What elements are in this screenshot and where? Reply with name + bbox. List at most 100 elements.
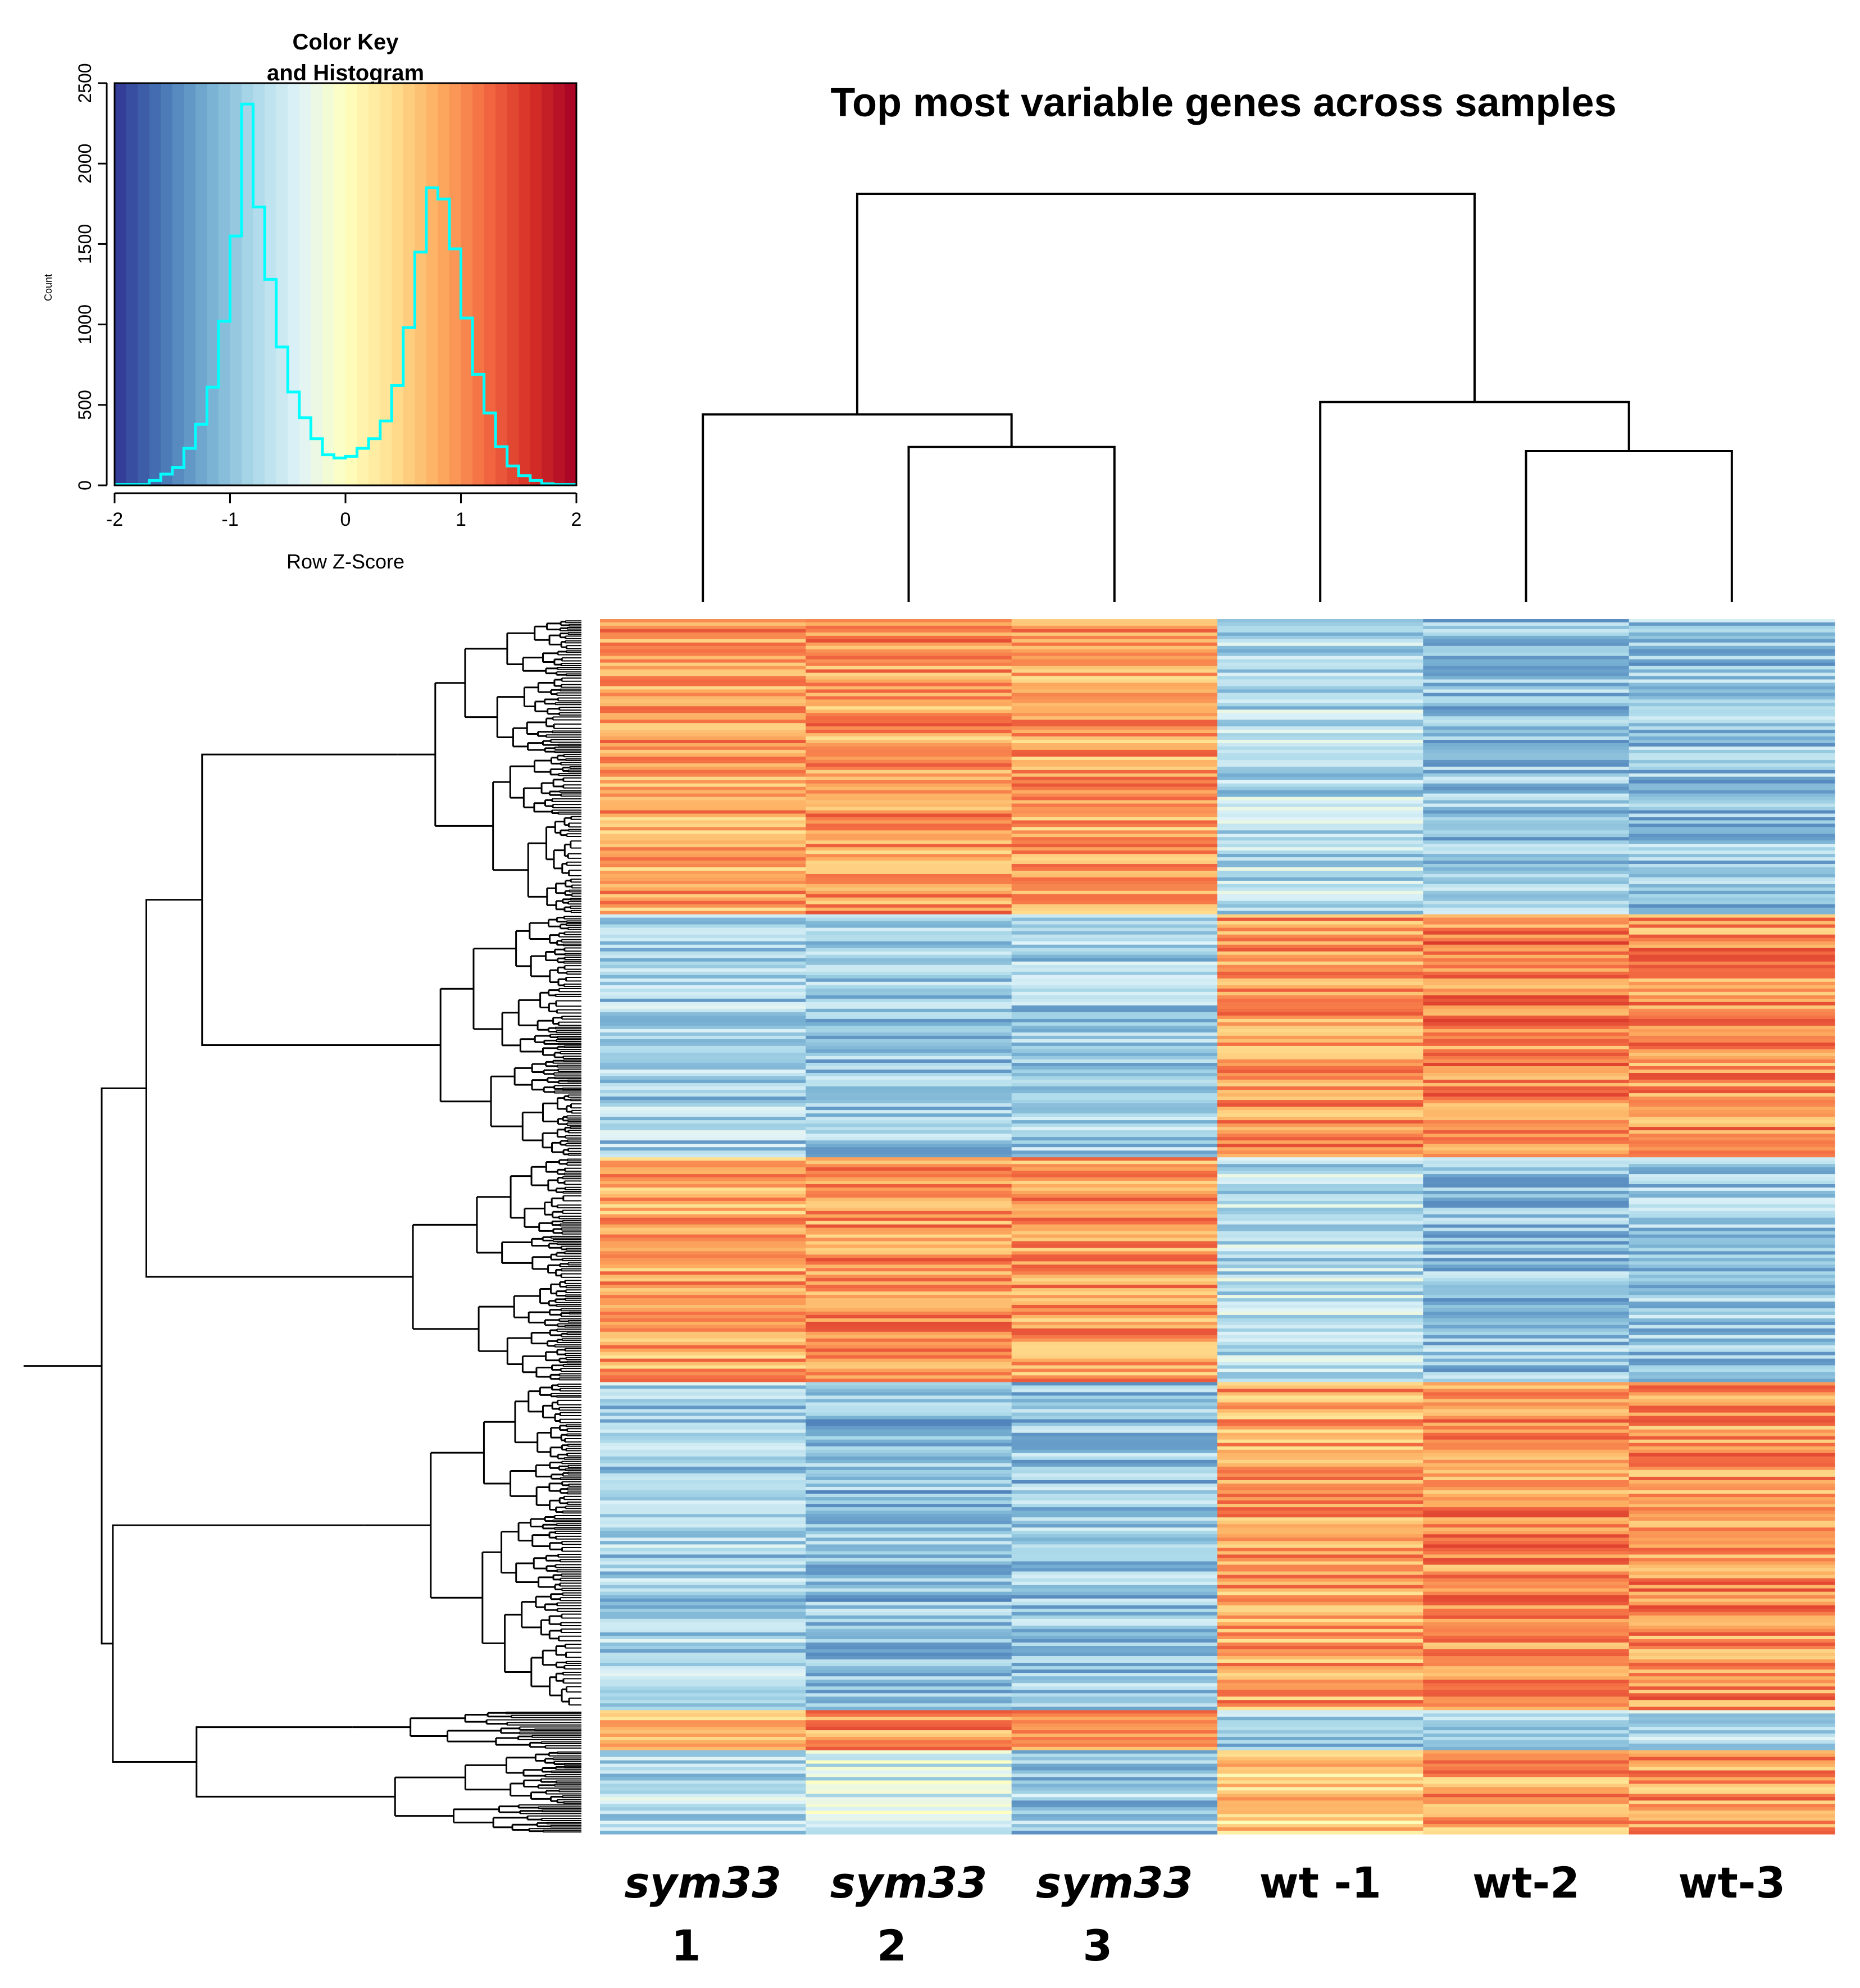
- heatmap-cell: [1217, 1588, 1424, 1593]
- heatmap-cell: [600, 1727, 806, 1731]
- heatmap-cell: [1011, 759, 1218, 764]
- heatmap-cell: [1217, 1690, 1424, 1694]
- heatmap-cell: [1629, 649, 1835, 653]
- heatmap-cell: [1011, 1817, 1218, 1821]
- heatmap-cell: [806, 1591, 1012, 1596]
- heatmap-cell: [1423, 1612, 1630, 1616]
- heatmap-cell: [806, 773, 1012, 777]
- heatmap-cell: [1629, 1548, 1835, 1552]
- heatmap-cell: [1629, 1285, 1835, 1289]
- heatmap-cell: [1217, 1605, 1424, 1609]
- heatmap-cell: [1629, 927, 1835, 932]
- row-dendrogram-branch: [521, 1596, 537, 1608]
- heatmap-cell: [1423, 1470, 1630, 1474]
- heatmap-cell: [806, 1534, 1012, 1538]
- heatmap-cell: [1011, 1059, 1218, 1063]
- heatmap-cell: [806, 1737, 1012, 1741]
- heatmap-cell: [1217, 1100, 1424, 1104]
- heatmap-cell: [1217, 1500, 1424, 1504]
- row-dendrogram-branch: [521, 1620, 542, 1635]
- heatmap-cell: [600, 941, 806, 945]
- heatmap-cell: [806, 726, 1012, 730]
- y-tick-label: 1500: [75, 224, 95, 264]
- row-dendrogram-branch: [551, 1425, 561, 1430]
- heatmap-cell: [1011, 1429, 1218, 1434]
- row-dendrogram-branch: [195, 1726, 353, 1798]
- heatmap-cell: [1217, 1039, 1424, 1043]
- row-dendrogram-branch: [465, 1719, 488, 1724]
- heatmap-cell: [1629, 1649, 1835, 1653]
- heatmap-cell: [806, 797, 1012, 801]
- heatmap-cell: [806, 747, 1012, 750]
- row-dendrogram-branch: [561, 1312, 570, 1314]
- heatmap-cell: [806, 1144, 1012, 1148]
- heatmap-cell: [1011, 1683, 1218, 1687]
- row-dendrogram-branch: [558, 984, 565, 986]
- heatmap-cell: [1423, 1211, 1630, 1215]
- heatmap-cell: [1629, 1717, 1835, 1721]
- heatmap-cell: [1217, 642, 1424, 647]
- heatmap-cell: [1423, 1275, 1630, 1279]
- row-dendrogram-branch: [545, 1065, 558, 1067]
- heatmap-cell: [1011, 1517, 1218, 1521]
- row-dendrogram-branch: [546, 1170, 559, 1175]
- heatmap-cell: [806, 988, 1012, 993]
- row-dendrogram-branch: [548, 1030, 557, 1033]
- heatmap-cell: [600, 639, 806, 643]
- heatmap-cell: [1217, 1429, 1424, 1434]
- heatmap-cell: [600, 1298, 806, 1302]
- heatmap-cell: [1011, 1602, 1218, 1606]
- row-dendrogram-branch: [538, 731, 553, 733]
- heatmap-cell: [1629, 834, 1835, 838]
- color-key-gradient: [115, 83, 577, 485]
- heatmap-cell: [600, 1305, 806, 1309]
- heatmap-cell: [600, 619, 806, 623]
- heatmap-cell: [806, 1221, 1012, 1225]
- heatmap-cell: [600, 1261, 806, 1265]
- heatmap-cell: [600, 1035, 806, 1040]
- heatmap-cell: [1629, 1541, 1835, 1545]
- heatmap-cell: [806, 1773, 1012, 1778]
- heatmap-cell: [806, 1167, 1012, 1171]
- heatmap-cell: [1423, 1439, 1630, 1444]
- heatmap-cell: [1629, 1680, 1835, 1684]
- heatmap-cell: [1423, 1608, 1630, 1613]
- heatmap-cell: [806, 699, 1012, 703]
- row-dendrogram-branch: [540, 1284, 552, 1294]
- heatmap-cell: [600, 837, 806, 841]
- heatmap-cell: [1011, 1632, 1218, 1636]
- heatmap-cell: [1629, 1211, 1835, 1215]
- heatmap-cell: [1629, 747, 1835, 750]
- heatmap-cell: [1423, 1341, 1630, 1346]
- heatmap-cell: [1011, 1372, 1218, 1376]
- heatmap-cell: [1217, 1666, 1424, 1670]
- heatmap-cell: [1217, 1291, 1424, 1295]
- heatmap-cell: [600, 810, 806, 815]
- heatmap-cell: [1011, 1723, 1218, 1727]
- heatmap-cell: [1629, 1164, 1835, 1168]
- heatmap-cell: [1217, 995, 1424, 999]
- row-dendrogram-branch: [510, 1487, 538, 1505]
- heatmap-cell: [1629, 1254, 1835, 1258]
- heatmap-cell: [1423, 773, 1630, 777]
- heatmap-cell: [600, 1578, 806, 1582]
- heatmap-cell: [600, 1032, 806, 1036]
- heatmap-cell: [1217, 857, 1424, 861]
- heatmap-cell: [600, 1103, 806, 1107]
- heatmap-cell: [1217, 1234, 1424, 1239]
- heatmap-cell: [1217, 854, 1424, 858]
- heatmap-cell: [806, 1231, 1012, 1235]
- row-dendrogram-branch: [531, 952, 547, 961]
- heatmap-cell: [1423, 672, 1630, 677]
- row-dendrogram-branch: [559, 1361, 568, 1363]
- heatmap-cell: [1423, 1018, 1630, 1023]
- heatmap-cell: [1423, 1244, 1630, 1249]
- heatmap-cell: [1629, 699, 1835, 703]
- heatmap-cell: [1423, 1073, 1630, 1077]
- heatmap-cell: [1423, 911, 1630, 915]
- row-dendrogram-branch: [552, 1220, 563, 1222]
- row-dendrogram-branch: [529, 1320, 546, 1325]
- heatmap-cell: [1629, 1305, 1835, 1309]
- heatmap-cell: [1629, 1288, 1835, 1292]
- row-dendrogram-branch: [536, 1483, 551, 1491]
